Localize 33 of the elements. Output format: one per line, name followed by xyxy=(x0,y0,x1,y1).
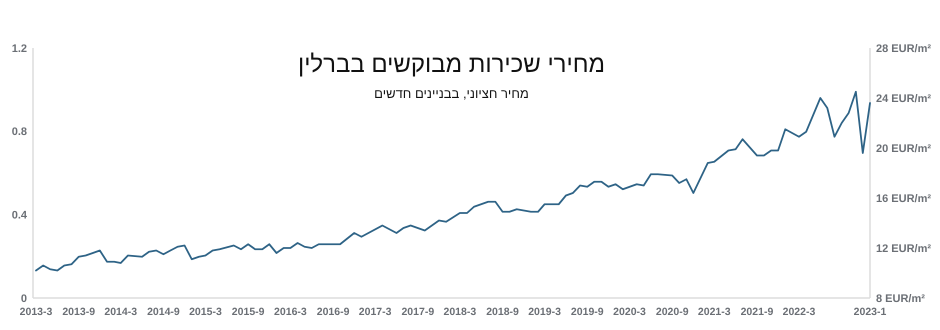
y2-tick-label: 20 EUR/m² xyxy=(876,142,932,155)
y-tick-label: 0 xyxy=(20,292,27,305)
y2-tick-label: 12 EUR/m² xyxy=(876,242,932,255)
x-tick-label: 2013-3 xyxy=(20,306,53,318)
x-tick-label: 2019-9 xyxy=(570,306,604,318)
x-tick-label: 2014-3 xyxy=(104,306,138,318)
x-tick-label: 2014-9 xyxy=(147,306,180,318)
y2-tick-label: 8 EUR/m² xyxy=(876,292,926,305)
x-tick-label: 2017-3 xyxy=(358,306,392,318)
x-tick-label: 2016-3 xyxy=(274,306,307,318)
x-tick-label: 2021-9 xyxy=(740,306,774,318)
x-tick-label: 2013-9 xyxy=(62,306,96,318)
line-series xyxy=(35,90,871,272)
x-tick-label: 2016-9 xyxy=(316,306,350,318)
x-tick-label: 2017-9 xyxy=(401,306,434,318)
y-tick-label: 1.2 xyxy=(12,42,27,55)
y2-tick-label: 28 EUR/m² xyxy=(876,42,932,55)
x-tick-label: 2015-3 xyxy=(189,306,222,318)
y2-tick-label: 24 EUR/m² xyxy=(876,92,932,105)
y-tick-label: 0.4 xyxy=(12,210,28,222)
x-tick-label: 2015-9 xyxy=(232,306,265,318)
x-tick-label: 2023-1 xyxy=(854,306,887,318)
y2-tick-label: 16 EUR/m² xyxy=(876,192,932,205)
x-tick-label: 2020-3 xyxy=(613,306,646,318)
x-tick-label: 2018-9 xyxy=(486,306,520,318)
text: מחיר חציוני, בבניינים חדשים xyxy=(374,86,529,101)
chart-title: מחירי שכירות מבוקשים בברלין xyxy=(298,51,606,78)
x-tick-label: 2021-3 xyxy=(698,306,731,318)
x-tick-label: 2020-9 xyxy=(656,306,689,318)
x-tick-label: 2018-3 xyxy=(443,306,476,318)
x-tick-label: 2022-3 xyxy=(782,306,816,318)
x-tick-label: 2019-3 xyxy=(528,306,562,318)
y-tick-label: 0.8 xyxy=(12,126,27,138)
